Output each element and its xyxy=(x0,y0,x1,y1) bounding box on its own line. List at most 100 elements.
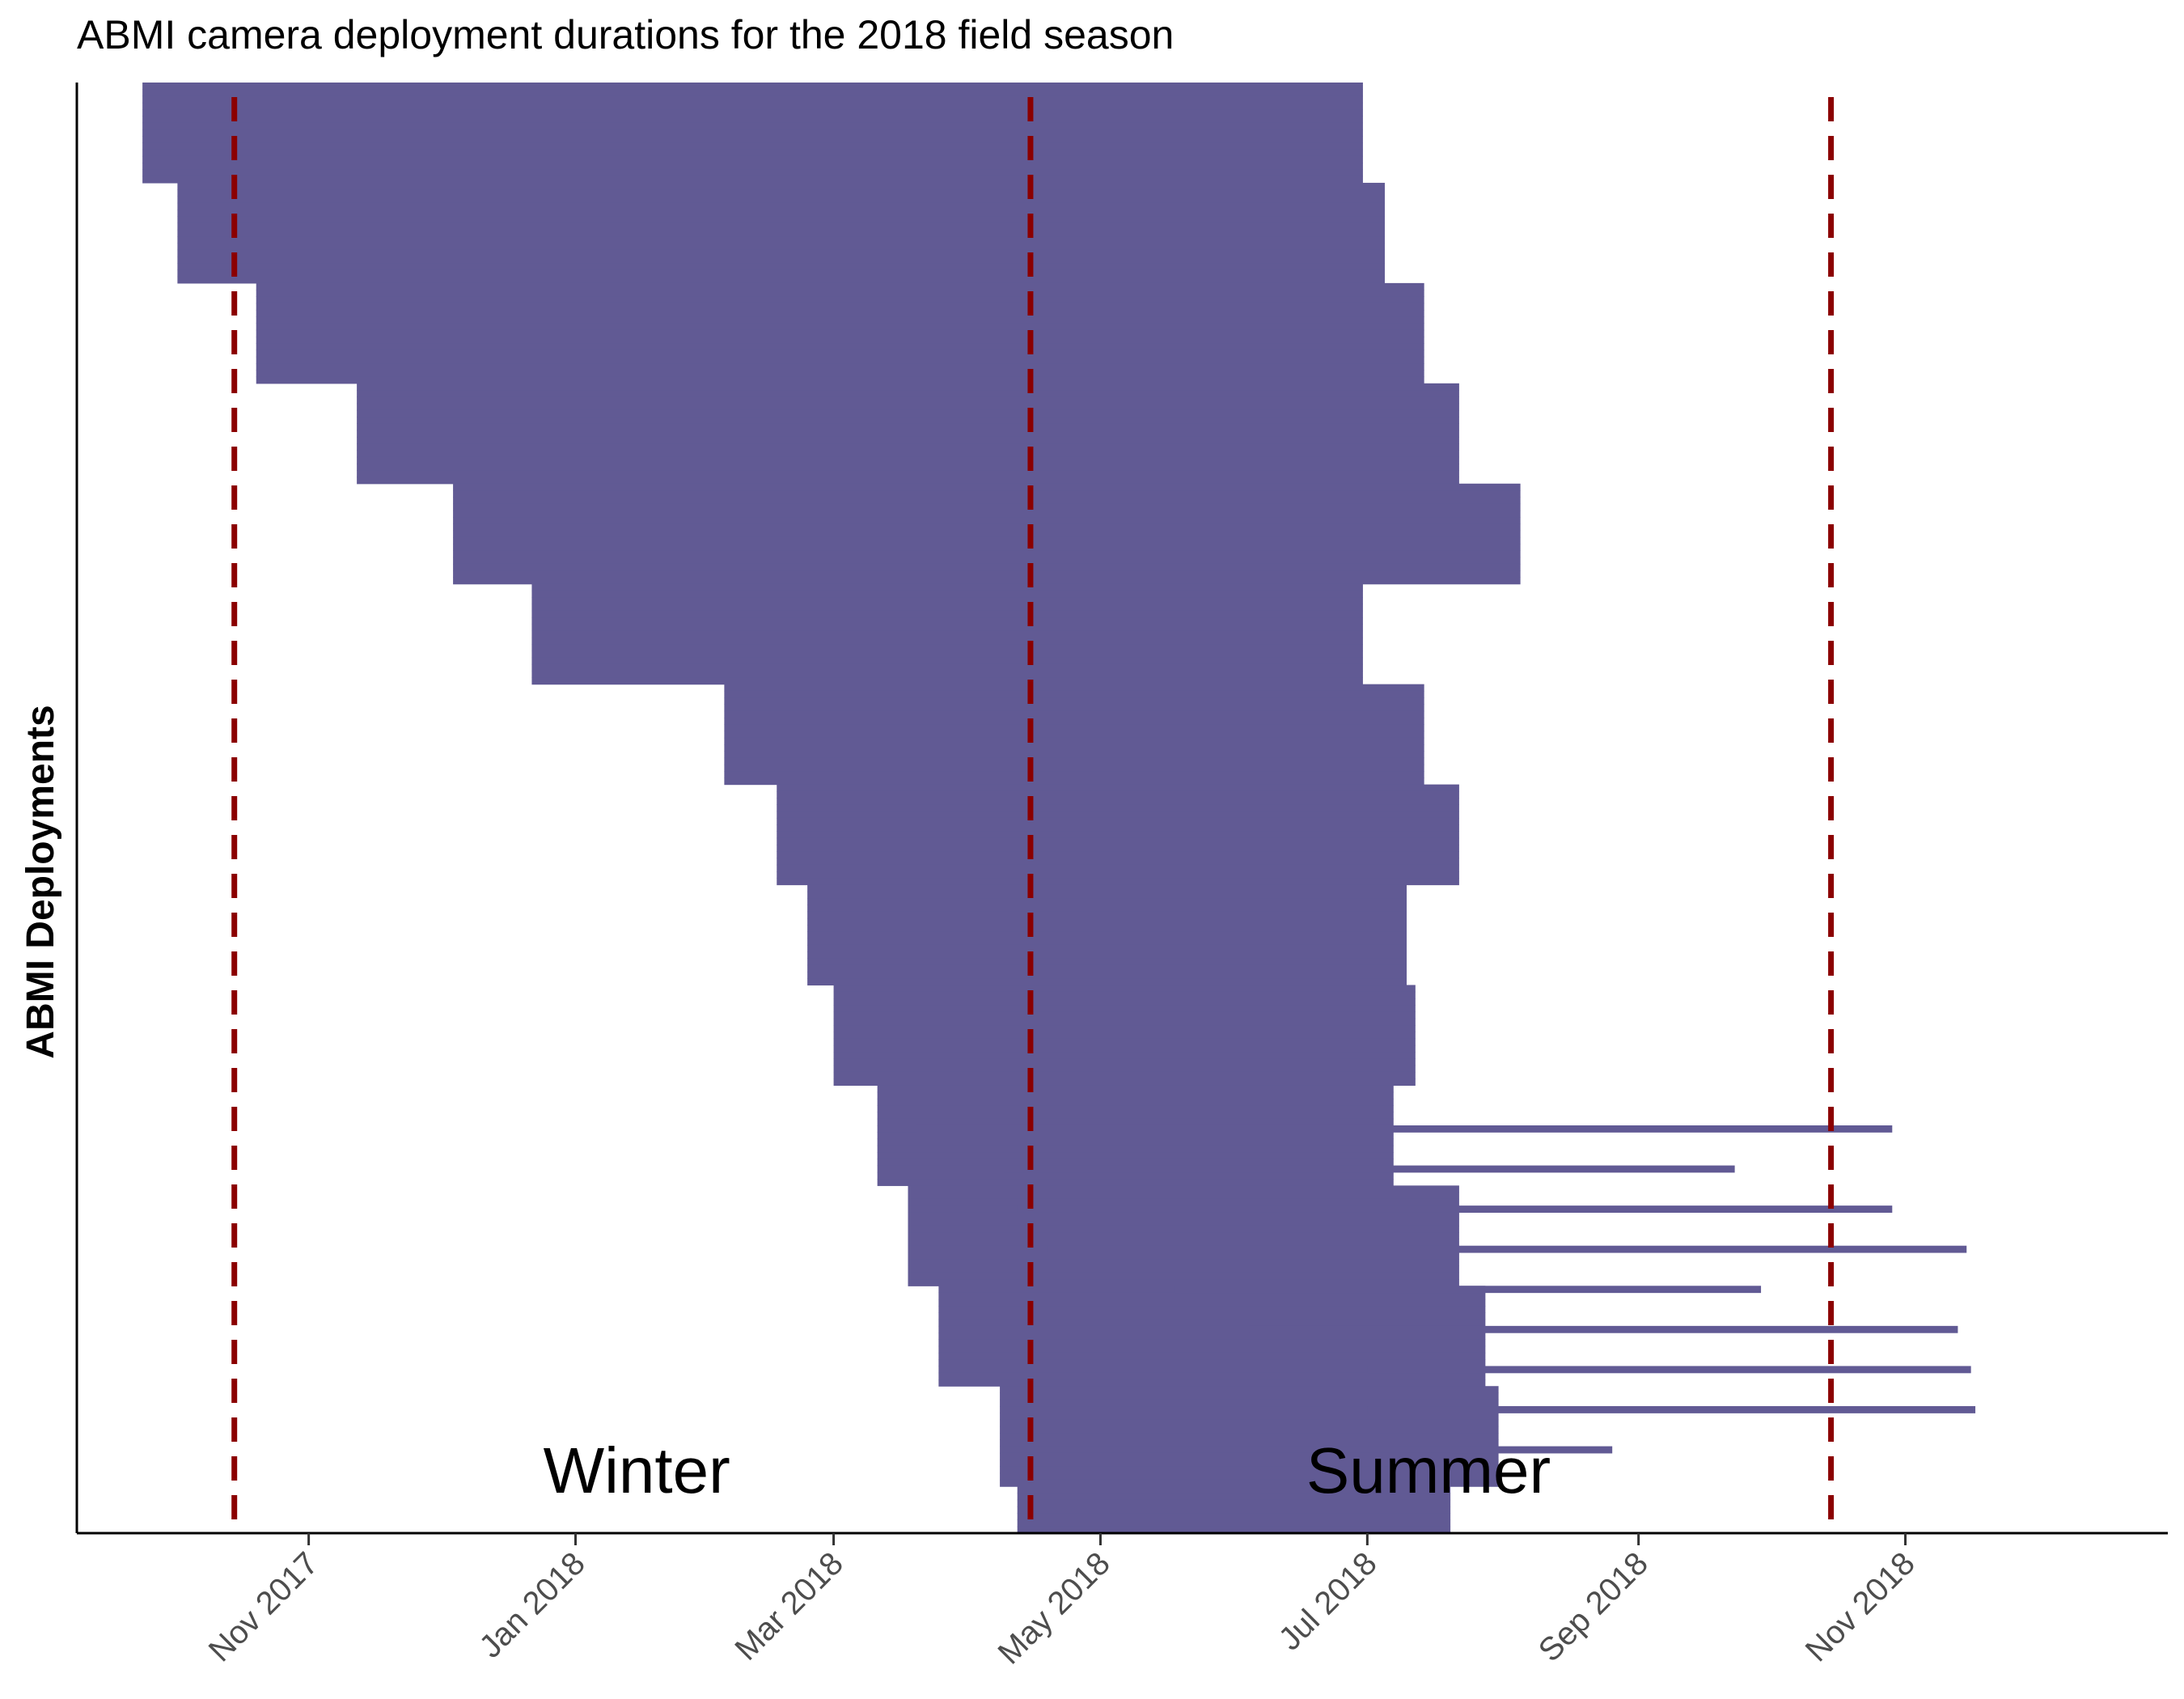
deployment-bar xyxy=(453,497,1521,505)
deployment-bar xyxy=(833,1025,1416,1032)
deployment-bar xyxy=(177,216,1385,224)
deployment-bar xyxy=(877,1091,1394,1099)
deployment-bar xyxy=(777,878,1459,886)
deployment-bar xyxy=(1000,1419,1499,1427)
deployment-bar xyxy=(877,1105,1394,1113)
deployment-bar xyxy=(357,477,1459,485)
long-deployment-bar xyxy=(1367,1366,1971,1374)
deployment-bar xyxy=(777,871,1459,879)
deployment-bar xyxy=(807,978,1407,986)
deployment-bar xyxy=(724,777,1424,786)
deployment-bar xyxy=(938,1306,1486,1313)
deployment-bar xyxy=(256,303,1424,311)
deployment-bar xyxy=(938,1319,1486,1327)
deployment-bar xyxy=(1017,1513,1451,1521)
deployment-bar xyxy=(833,991,1416,999)
deployment-bar xyxy=(142,155,1363,163)
deployment-bar xyxy=(142,95,1363,104)
deployment-bar xyxy=(177,189,1385,197)
deployment-bar xyxy=(833,1038,1416,1046)
deployment-bar xyxy=(1000,1406,1499,1413)
deployment-bar xyxy=(1000,1439,1499,1447)
season-annotations: Winter Summer xyxy=(544,1434,1551,1506)
deployment-bar xyxy=(724,751,1424,759)
deployment-bar xyxy=(908,1198,1459,1206)
x-tick-label: May 2018 xyxy=(991,1545,1116,1671)
deployment-bar xyxy=(531,590,1363,598)
long-deployment-bar xyxy=(1004,1165,1735,1173)
deployment-bar xyxy=(531,637,1363,645)
deployment-bar xyxy=(177,249,1385,257)
long-deployment-bar xyxy=(1175,1286,1762,1294)
y-axis-label: ABMI Deployments xyxy=(19,705,62,1058)
deployment-bar xyxy=(833,1044,1416,1053)
deployment-bar xyxy=(807,931,1407,939)
deployment-bar xyxy=(1000,1460,1499,1467)
deployment-bar xyxy=(833,1071,1416,1079)
deployment-bar xyxy=(453,490,1521,498)
deployment-bar xyxy=(177,196,1385,204)
deployment-bar xyxy=(908,1185,1459,1193)
deployment-bar xyxy=(357,430,1459,438)
deployment-bar xyxy=(833,1018,1416,1026)
deployment-bar xyxy=(357,463,1459,471)
deployment-bar xyxy=(453,550,1521,558)
deployment-bar xyxy=(908,1259,1459,1267)
deployment-bar xyxy=(1000,1466,1499,1474)
deployment-bar xyxy=(807,911,1407,919)
deployment-bar xyxy=(833,1052,1416,1059)
deployment-bar xyxy=(177,256,1385,264)
deployment-bar xyxy=(938,1312,1486,1320)
deployment-bar xyxy=(724,697,1424,705)
deployment-bar xyxy=(833,1005,1416,1013)
deployment-bar xyxy=(724,704,1424,712)
deployment-bar xyxy=(256,356,1424,364)
deployment-bar xyxy=(807,925,1407,932)
deployment-bar xyxy=(908,1212,1459,1220)
deployment-bar xyxy=(1017,1486,1451,1494)
x-tick-label: Jul 2018 xyxy=(1272,1545,1384,1657)
deployment-bar xyxy=(833,1058,1416,1066)
deployment-bar xyxy=(1017,1499,1451,1507)
axes xyxy=(75,83,2168,1535)
deployment-bar xyxy=(807,891,1407,899)
long-deployment-bar xyxy=(1367,1406,1976,1413)
deployment-bar xyxy=(256,336,1424,344)
deployment-bar xyxy=(142,136,1363,143)
deployment-bar xyxy=(877,1112,1394,1120)
deployment-bar xyxy=(177,182,1385,190)
deployment-bar xyxy=(938,1325,1486,1333)
deployment-bar xyxy=(777,824,1459,833)
deployment-bar xyxy=(777,858,1459,866)
deployment-bar xyxy=(1000,1433,1499,1440)
x-tick-label: Mar 2018 xyxy=(728,1545,850,1667)
deployment-bar xyxy=(453,536,1521,544)
deployment-bar xyxy=(908,1239,1459,1247)
deployment-bar xyxy=(724,737,1424,745)
deployment-bar xyxy=(357,403,1459,411)
deployment-bar xyxy=(833,1078,1416,1086)
deployment-bar xyxy=(1000,1479,1499,1487)
deployment-bar xyxy=(142,109,1363,117)
deployment-bar xyxy=(177,236,1385,244)
deployment-bar xyxy=(777,798,1459,805)
deployment-bar xyxy=(453,563,1521,571)
deployment-bar xyxy=(177,202,1385,210)
deployment-bar xyxy=(1017,1493,1451,1501)
deployment-bar xyxy=(357,450,1459,458)
season-label: Summer xyxy=(1306,1434,1551,1506)
deployment-bar xyxy=(807,884,1407,892)
deployment-bar xyxy=(142,122,1363,130)
deployment-bar xyxy=(833,1032,1416,1040)
deployment-bar xyxy=(1000,1426,1499,1434)
deployment-bar xyxy=(877,1118,1394,1126)
deployment-bar xyxy=(177,229,1385,237)
deployment-bar xyxy=(531,617,1363,625)
deployment-bar xyxy=(807,944,1407,952)
deployment-bar xyxy=(908,1279,1459,1286)
deployment-bar xyxy=(453,503,1521,511)
deployment-bar xyxy=(877,1159,1394,1167)
deployment-bar xyxy=(777,804,1459,812)
deployment-bar xyxy=(938,1292,1486,1300)
